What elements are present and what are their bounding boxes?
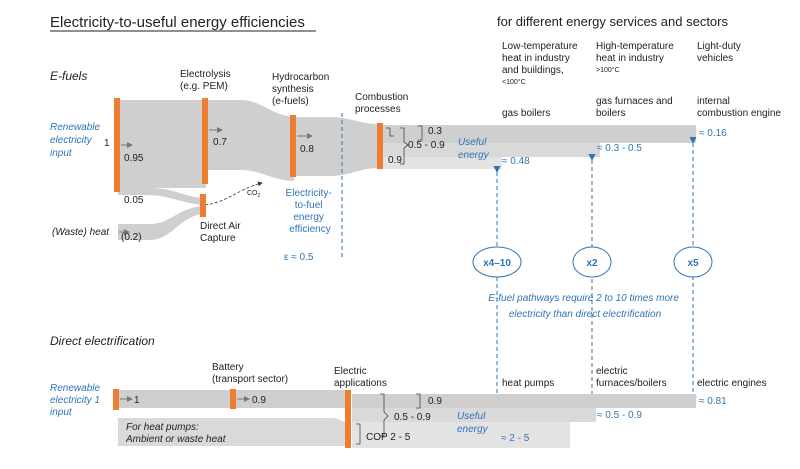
flow-useful-low xyxy=(378,157,502,169)
services-header: for different energy services and sector… xyxy=(497,14,728,29)
value-02: (0.2) xyxy=(121,232,142,243)
factor-ellipse-low xyxy=(472,246,522,278)
battery-value: 0.9 xyxy=(252,395,266,406)
node-electric-apps xyxy=(345,390,351,448)
app-value-a: 0.9 xyxy=(428,396,442,407)
brace-comb-a xyxy=(386,127,394,137)
gas-boilers-label: gas boilers xyxy=(502,108,550,119)
flow-useful-high xyxy=(378,143,600,157)
factor-text-ldv: x5 xyxy=(687,258,699,269)
node-battery xyxy=(230,389,236,409)
service-low-temp: Low-temperature heat in industry and bui… xyxy=(502,41,580,86)
efuel-out-ldv: ≈ 0.16 xyxy=(699,128,727,139)
key-message: E-fuel pathways require 2 to 10 times mo… xyxy=(488,293,681,320)
factor-bubble-high: x2 xyxy=(572,246,612,278)
node-dac xyxy=(200,194,206,217)
flow-direct-ldv xyxy=(352,394,696,408)
comb-value-a: 0.3 xyxy=(428,126,442,137)
flow-waste-heat xyxy=(118,206,203,240)
value-005: 0.05 xyxy=(124,195,144,206)
ambient-heat-label: For heat pumps: Ambient or waste heat xyxy=(125,422,227,445)
flow-direct-high xyxy=(352,408,596,422)
brace-app-c xyxy=(356,423,361,445)
app-value-b: 0.5 - 0.9 xyxy=(394,412,431,423)
flow-synthesis-combustion xyxy=(294,117,378,176)
combustion-label: Combustion processes xyxy=(355,92,411,115)
engines-label: electric engines xyxy=(697,378,766,389)
brace-comb-b xyxy=(400,127,409,165)
comb-value-c: 0.9 xyxy=(388,155,402,166)
node-synthesis xyxy=(290,115,296,177)
node-combustion xyxy=(377,123,383,169)
efuels-flows xyxy=(118,100,696,240)
direct-useful-label: Useful energy xyxy=(457,411,489,435)
flow-input-efuel xyxy=(118,100,206,188)
furnaces-label: electric furnaces/boilers xyxy=(596,366,667,389)
factor-bubble-low: x4–10 xyxy=(472,246,522,278)
direct-out-low: ≈ 2 - 5 xyxy=(501,433,530,444)
efficiency-label: Electricity- to-fuel energy efficiency xyxy=(286,188,335,235)
efuel-out-high: ≈ 0.3 - 0.5 xyxy=(597,143,642,154)
direct-flows xyxy=(116,390,696,448)
gas-furnaces-label: gas furnaces and boilers xyxy=(596,96,676,119)
flow-dac-co2 xyxy=(204,181,263,206)
direct-out-ldv: ≈ 0.81 xyxy=(699,396,727,407)
factor-bubble-ldv: x5 xyxy=(673,246,713,278)
factor-text-high: x2 xyxy=(586,258,598,269)
factor-ellipse-ldv xyxy=(673,246,713,278)
flow-to-dac xyxy=(118,188,203,205)
factor-text-low: x4–10 xyxy=(483,258,511,269)
direct-value-1: 1 xyxy=(134,395,140,406)
direct-input-label: Renewable electricity 1 input xyxy=(50,383,103,418)
flow-useful-ldv xyxy=(378,125,696,143)
flow-direct-ambient xyxy=(118,418,348,446)
value-095: 0.95 xyxy=(124,153,144,164)
efuels-section-label: E-fuels xyxy=(50,69,87,83)
battery-label: Battery (transport sector) xyxy=(212,362,288,385)
flow-direct-low xyxy=(352,422,570,448)
node-input-efuel xyxy=(114,98,120,192)
epsilon-value: ε ≈ 0.5 xyxy=(284,252,314,263)
direct-out-high: ≈ 0.5 - 0.9 xyxy=(597,410,642,421)
value-07: 0.7 xyxy=(213,137,227,148)
app-value-c: COP 2 - 5 xyxy=(366,432,411,443)
waste-heat-label: (Waste) heat xyxy=(52,227,110,238)
efuel-out-low: ≈ 0.48 xyxy=(502,156,530,167)
ice-label: internal combustion engine xyxy=(697,96,781,119)
diagram-title: Electricity-to-useful energy efficiencie… xyxy=(50,14,305,31)
co2-label: CO2 xyxy=(247,190,261,199)
electric-apps-label: Electric applications xyxy=(334,366,387,389)
electrolysis-label: Electrolysis (e.g. PEM) xyxy=(180,69,233,92)
factor-ellipse-high xyxy=(572,246,612,278)
hydrocarbon-label: Hydrocarbon synthesis (e-fuels) xyxy=(272,72,332,107)
node-direct-input xyxy=(113,389,119,410)
flow-electrolysis-synthesis xyxy=(206,100,294,181)
dac-label: Direct Air Capture xyxy=(200,221,243,244)
service-high-temp: High-temperature heat in industry >100°C xyxy=(596,41,677,74)
service-ldv: Light-duty vehicles xyxy=(697,41,744,64)
comb-value-b: 0.5 - 0.9 xyxy=(408,140,445,151)
brace-comb-a2 xyxy=(418,125,423,141)
direct-section-label: Direct electrification xyxy=(50,334,155,348)
value-08: 0.8 xyxy=(300,144,314,155)
efuel-input-label: Renewable electricity input xyxy=(50,122,103,159)
node-electrolysis xyxy=(202,98,208,184)
efuel-useful-label: Useful energy xyxy=(458,137,490,161)
brace-app-a xyxy=(416,393,421,409)
heat-pumps-label: heat pumps xyxy=(502,378,554,389)
efuel-input-value: 1 xyxy=(104,138,110,149)
brace-app-b xyxy=(380,393,389,437)
